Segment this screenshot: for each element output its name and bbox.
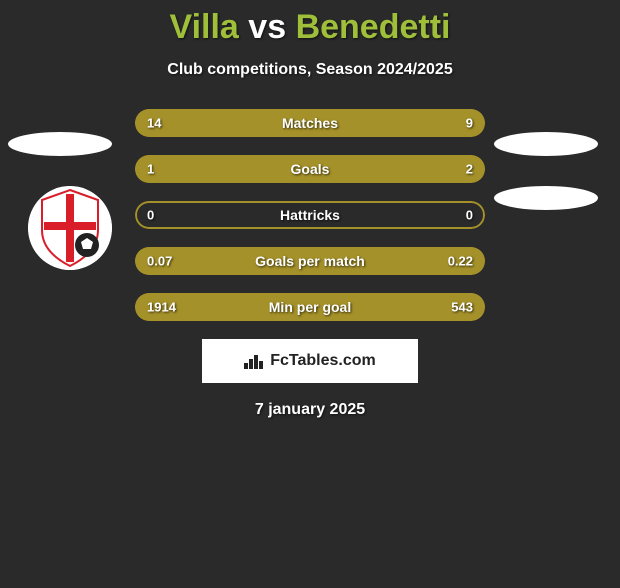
stat-label: Goals: [291, 161, 330, 177]
stat-value-left: 14: [147, 116, 161, 131]
stat-value-right: 543: [451, 300, 473, 315]
stat-label: Min per goal: [269, 299, 351, 315]
player1-name: Villa: [170, 8, 239, 46]
vs-text: vs: [248, 8, 286, 46]
stat-label: Matches: [282, 115, 338, 131]
stat-row: 0.07 Goals per match 0.22: [135, 247, 485, 275]
stat-value-left: 1914: [147, 300, 176, 315]
bar-fill-right: [240, 155, 485, 183]
stat-row: 14 Matches 9: [135, 109, 485, 137]
stat-value-left: 0.07: [147, 254, 172, 269]
stat-value-right: 2: [466, 162, 473, 177]
subtitle: Club competitions, Season 2024/2025: [0, 61, 620, 79]
fctables-logo: FcTables.com: [202, 339, 418, 383]
stats-bars: 14 Matches 9 1 Goals 2 0 Hattricks 0 0.07 Goals pe…: [135, 109, 485, 321]
stat-value-left: 0: [147, 208, 154, 223]
bars-icon: [244, 353, 264, 369]
date-text: 7 january 2025: [0, 401, 620, 419]
bar-fill-right: [471, 109, 485, 137]
club-badge: [28, 186, 112, 270]
player-ellipse: [8, 132, 112, 156]
stat-value-left: 1: [147, 162, 154, 177]
stat-label: Hattricks: [280, 207, 340, 223]
stat-row: 0 Hattricks 0: [135, 201, 485, 229]
stat-row: 1 Goals 2: [135, 155, 485, 183]
stat-value-right: 9: [466, 116, 473, 131]
stat-label: Goals per match: [255, 253, 365, 269]
comparison-title: Villa vs Benedetti: [0, 8, 620, 47]
club-badge-svg: [28, 186, 112, 270]
bar-fill-right: [408, 293, 485, 321]
logo-text: FcTables.com: [270, 352, 376, 370]
player-ellipse: [494, 186, 598, 210]
stat-row: 1914 Min per goal 543: [135, 293, 485, 321]
player2-name: Benedetti: [296, 8, 451, 46]
player-ellipse: [494, 132, 598, 156]
stat-value-right: 0: [466, 208, 473, 223]
stat-value-right: 0.22: [448, 254, 473, 269]
